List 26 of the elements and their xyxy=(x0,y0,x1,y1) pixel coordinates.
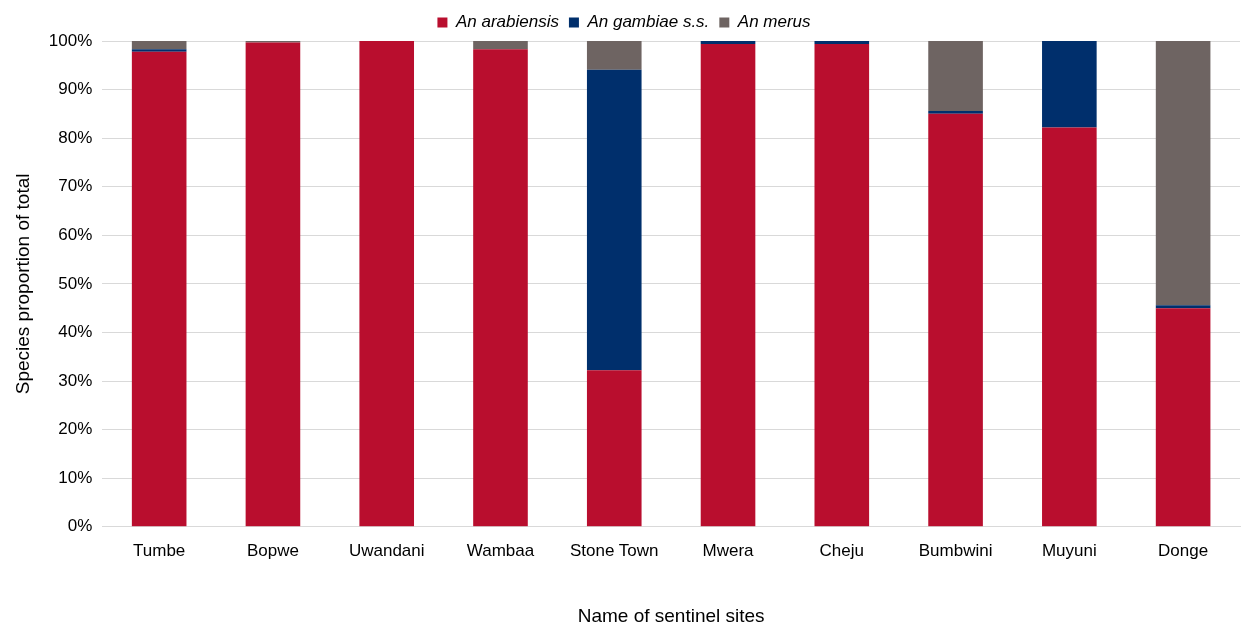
legend-label: An gambiae s.s. xyxy=(586,12,710,32)
x-tick-label: Donge xyxy=(1158,540,1209,560)
y-tick-label: 90% xyxy=(58,79,93,99)
y-tick-label: 40% xyxy=(58,322,93,342)
legend-label: An arabiensis xyxy=(454,12,560,32)
x-tick-label: Mwera xyxy=(702,540,755,560)
x-tick-label: Stone Town xyxy=(569,540,659,560)
x-tick-label: Muyuni xyxy=(1041,540,1097,560)
y-tick-label: 50% xyxy=(58,273,93,293)
y-tick-label: 60% xyxy=(58,225,93,245)
y-tick-label: 0% xyxy=(67,516,93,536)
y-tick-label: 80% xyxy=(58,127,93,147)
y-tick-label: 20% xyxy=(58,419,93,439)
x-axis-title: Name of sentinel sites xyxy=(577,604,765,626)
y-tick-label: 100% xyxy=(48,30,93,50)
x-tick-label: Uwandani xyxy=(348,540,425,560)
x-tick-label: Cheju xyxy=(819,540,865,560)
y-tick-label: 70% xyxy=(58,176,93,196)
y-axis-title: Species proportion of total xyxy=(11,173,33,395)
x-tick-label: Bopwe xyxy=(246,540,299,560)
x-tick-label: Tumbe xyxy=(133,540,186,560)
x-tick-label: Bumbwini xyxy=(918,540,993,560)
y-tick-label: 30% xyxy=(58,370,93,390)
x-tick-label: Wambaa xyxy=(466,540,535,560)
y-tick-label: 10% xyxy=(58,467,93,487)
legend-label: An merus xyxy=(736,12,812,32)
